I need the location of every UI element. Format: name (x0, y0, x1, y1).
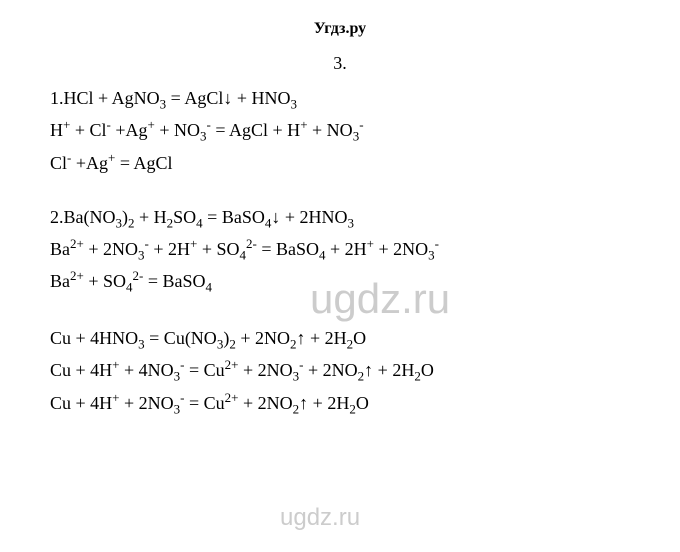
page-header: Угдз.ру (50, 20, 630, 38)
watermark-bottom: ugdz.ru (280, 504, 360, 532)
equation-block-1: 1.HCl + AgNO3 = AgCl↓ + HNO3 H+ + Cl- +A… (50, 84, 630, 178)
equation-line: Ba2+ + 2NO3- + 2H+ + SO42- = BaSO4 + 2H+… (50, 234, 630, 266)
equation-block-3: Cu + 4HNO3 = Cu(NO3)2 + 2NO2↑ + 2H2O Cu … (50, 324, 630, 420)
equation-line: Cu + 4H+ + 4NO3- = Cu2+ + 2NO3- + 2NO2↑ … (50, 355, 630, 387)
equation-line: Ba2+ + SO42- = BaSO4 (50, 266, 630, 298)
equation-line: Cl- +Ag+ = AgCl (50, 148, 630, 178)
equation-line: H+ + Cl- +Ag+ + NO3- = AgCl + H+ + NO3- (50, 115, 630, 147)
equation-block-2: 2.Ba(NO3)2 + H2SO4 = BaSO4↓ + 2HNO3 Ba2+… (50, 203, 630, 299)
equation-line: Cu + 4H+ + 2NO3- = Cu2+ + 2NO2↑ + 2H2O (50, 388, 630, 420)
equation-line: Cu + 4HNO3 = Cu(NO3)2 + 2NO2↑ + 2H2O (50, 324, 630, 355)
section-number: 3. (50, 53, 630, 74)
equation-line: 1.HCl + AgNO3 = AgCl↓ + HNO3 (50, 84, 630, 115)
equation-line: 2.Ba(NO3)2 + H2SO4 = BaSO4↓ + 2HNO3 (50, 203, 630, 234)
